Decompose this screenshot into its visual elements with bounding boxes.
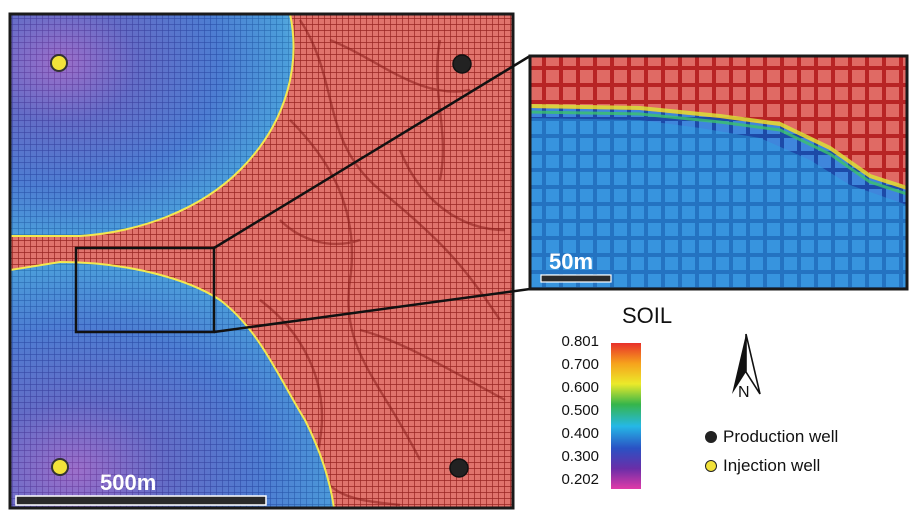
legend-tick: 0.202: [561, 471, 599, 488]
legend-title: SOIL: [622, 303, 673, 328]
north-label: N: [738, 384, 750, 401]
legend-tick: 0.300: [561, 448, 599, 465]
legend-tick: 0.400: [561, 425, 599, 442]
legend-tick: 0.801: [561, 333, 599, 350]
injection-well-marker: [51, 458, 69, 476]
production-well-label: Production well: [723, 427, 839, 446]
production-well-marker: [449, 458, 469, 478]
main-scale-label: 500m: [100, 470, 157, 495]
zoom-region-box: [74, 246, 216, 334]
legend-production-well: Production well: [705, 427, 838, 447]
inset-scale-label: 50m: [549, 249, 594, 274]
main-map: [10, 14, 513, 508]
legend-tick: 0.700: [561, 356, 599, 373]
legend-tick: 0.500: [561, 402, 599, 419]
main-scale-bar: [15, 495, 267, 506]
legend-tick: 0.600: [561, 379, 599, 396]
legend-injection-well: Injection well: [705, 456, 820, 476]
zoom-connector-top: [213, 54, 531, 250]
zoom-connector-bottom: [213, 287, 531, 334]
injection-well-icon: [705, 460, 717, 472]
inset-map: [530, 56, 907, 289]
soil-colorbar: [611, 343, 641, 489]
production-well-icon: [705, 431, 717, 443]
inset-map-frame: [528, 54, 909, 291]
north-arrow-icon: [732, 333, 761, 395]
production-well-marker: [452, 54, 472, 74]
injection-well-label: Injection well: [723, 456, 821, 475]
main-map-frame: [8, 12, 515, 510]
inset-scale-bar: [540, 274, 612, 283]
injection-well-marker: [50, 54, 68, 72]
